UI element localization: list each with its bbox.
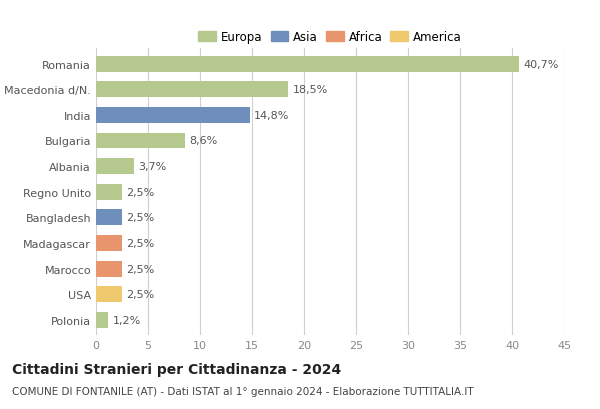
Text: 2,5%: 2,5% [126, 264, 154, 274]
Bar [96, 159, 134, 175]
Bar [96, 210, 122, 226]
Text: 8,6%: 8,6% [190, 136, 218, 146]
Bar [96, 236, 122, 251]
Text: 1,2%: 1,2% [113, 315, 141, 325]
Bar [96, 56, 519, 72]
Bar [96, 287, 122, 302]
Text: Cittadini Stranieri per Cittadinanza - 2024: Cittadini Stranieri per Cittadinanza - 2… [12, 362, 341, 376]
Text: 18,5%: 18,5% [293, 85, 328, 95]
Text: 2,5%: 2,5% [126, 238, 154, 248]
Bar [96, 261, 122, 277]
Bar [96, 108, 250, 124]
Legend: Europa, Asia, Africa, America: Europa, Asia, Africa, America [194, 26, 466, 49]
Bar [96, 312, 109, 328]
Text: 2,5%: 2,5% [126, 187, 154, 197]
Text: 2,5%: 2,5% [126, 213, 154, 223]
Bar [96, 184, 122, 200]
Text: 3,7%: 3,7% [139, 162, 167, 172]
Text: 14,8%: 14,8% [254, 110, 289, 121]
Bar [96, 82, 289, 98]
Text: 2,5%: 2,5% [126, 290, 154, 299]
Text: COMUNE DI FONTANILE (AT) - Dati ISTAT al 1° gennaio 2024 - Elaborazione TUTTITAL: COMUNE DI FONTANILE (AT) - Dati ISTAT al… [12, 387, 473, 396]
Text: 40,7%: 40,7% [523, 59, 559, 70]
Bar [96, 133, 185, 149]
